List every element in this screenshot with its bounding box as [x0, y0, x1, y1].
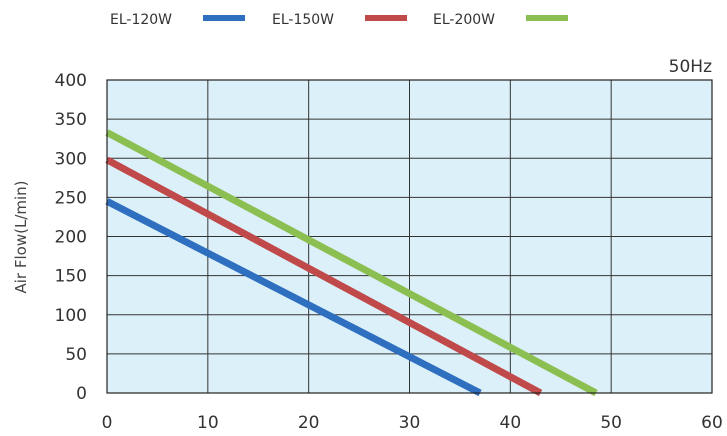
y-tick-label: 0 [76, 384, 87, 404]
plot-frame [106, 79, 713, 394]
y-tick-label: 200 [55, 228, 87, 248]
legend: EL-120W EL-150W EL-200W [110, 12, 568, 28]
y-tick-label: 250 [55, 188, 87, 208]
legend-swatch [203, 15, 245, 21]
y-tick-label: 400 [55, 71, 87, 91]
y-tick-label: 100 [55, 306, 87, 326]
y-tick-label: 50 [65, 345, 87, 365]
y-tick-labels: 0 50 100 150 200 250 300 350 400 [55, 71, 87, 404]
y-tick-label: 150 [55, 267, 87, 287]
legend-swatch [526, 15, 568, 21]
series-line-el-150w [105, 156, 543, 397]
x-tick-label: 30 [399, 413, 421, 433]
y-tick-label: 350 [55, 110, 87, 130]
legend-label: EL-120W [110, 12, 172, 28]
x-tick-label: 50 [600, 413, 622, 433]
series-line-el-120w [105, 198, 482, 397]
legend-swatch [365, 15, 407, 21]
series-line-el-200w [105, 129, 598, 397]
legend-label: EL-200W [433, 12, 495, 28]
x-tick-label: 20 [298, 413, 320, 433]
x-tick-label: 10 [197, 413, 219, 433]
x-tick-label: 0 [102, 413, 113, 433]
x-tick-label: 60 [701, 413, 723, 433]
series-lines [105, 129, 598, 397]
x-tick-labels: 0 10 20 30 40 50 60 [102, 413, 723, 433]
x-tick-label: 40 [500, 413, 522, 433]
y-axis-label: Air Flow(L/min) [12, 180, 30, 293]
frequency-annotation: 50Hz [669, 57, 712, 77]
y-tick-label: 300 [55, 149, 87, 169]
legend-label: EL-150W [272, 12, 334, 28]
